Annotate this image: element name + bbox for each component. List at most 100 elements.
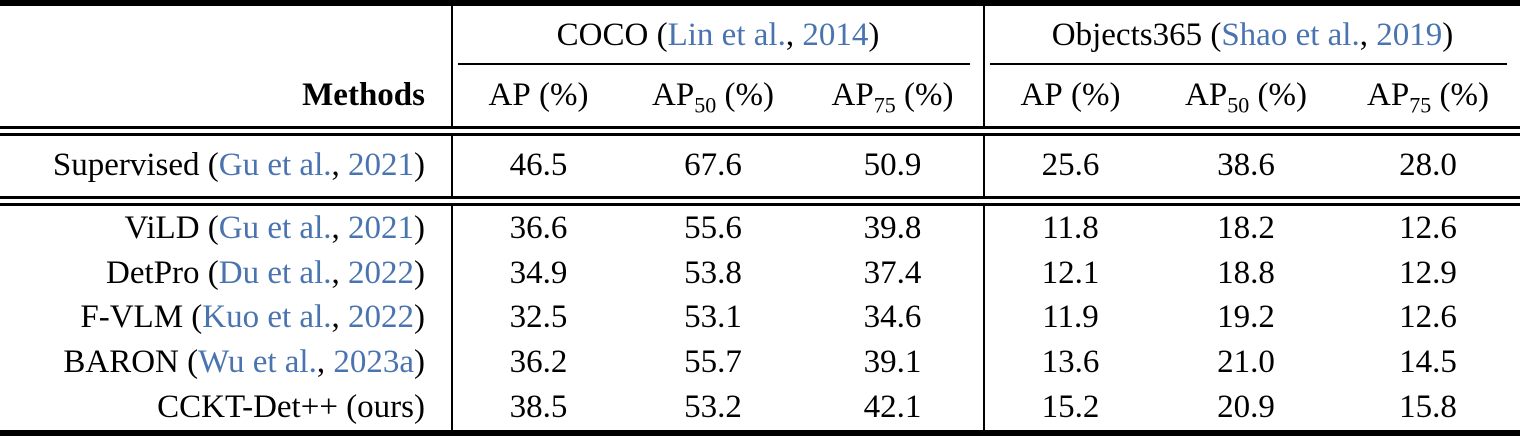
double-rule-row	[0, 126, 1520, 137]
method-name: F-VLM (Kuo et al., 2022)	[0, 295, 452, 340]
cell-o365-ap75: 12.9	[1399, 254, 1457, 291]
cell-coco-ap: 34.9	[451, 250, 624, 296]
citation-link-shao-2019[interactable]: Shao et al.	[1221, 17, 1360, 54]
double-rule	[0, 126, 1520, 137]
cell-coco-ap: 46.5	[451, 136, 624, 196]
group-coco-prefix: COCO (	[556, 17, 668, 54]
cell-coco-ap50: 53.2	[684, 389, 742, 426]
metric-base: AP	[1020, 77, 1063, 114]
method-label-prefix: ViLD (	[124, 209, 219, 246]
cell-coco-ap75: 42.1	[863, 389, 922, 426]
cell-coco-ap75: 34.6	[863, 299, 922, 336]
citation-separator: ,	[331, 209, 348, 246]
cell-coco-ap75: 50.9	[863, 147, 922, 184]
cell-coco-ap50: 55.6	[684, 209, 742, 246]
method-name: CCKT-Det++ (ours)	[0, 385, 452, 430]
table-row-vild: ViLD (Gu et al., 2021) 36.6 55.6 39.8 11…	[0, 205, 1520, 251]
column-header-coco-ap: AP (%)	[451, 65, 624, 127]
table-row-detpro: DetPro (Du et al., 2022) 34.9 53.8 37.4 …	[0, 250, 1520, 296]
method-label-suffix: )	[414, 254, 425, 291]
cell-o365-ap: 12.1	[983, 250, 1156, 296]
metric-base: AP	[1367, 77, 1410, 114]
method-name: ViLD (Gu et al., 2021)	[0, 206, 452, 251]
group-o365-suffix: )	[1442, 17, 1454, 54]
citation-link[interactable]: Kuo et al.	[202, 299, 332, 336]
citation-separator: ,	[331, 254, 348, 291]
method-label-prefix: DetPro (	[106, 254, 219, 291]
citation-year-link-2019[interactable]: 2019	[1376, 17, 1443, 54]
metric-unit: (%)	[1249, 77, 1307, 114]
cell-o365-ap50: 19.2	[1217, 299, 1275, 336]
method-label-prefix: CCKT-Det++ (ours)	[157, 389, 425, 426]
citation-separator: ,	[785, 17, 803, 54]
metric-base: AP	[488, 77, 531, 114]
citation-link-lin-2014[interactable]: Lin et al.	[667, 17, 786, 54]
metric-unit: (%)	[716, 77, 774, 114]
results-table: COCO (Lin et al., 2014) Objects365 (Shao…	[0, 6, 1520, 430]
metric-subscript: 50	[1227, 92, 1250, 118]
empty-corner-cell	[0, 6, 452, 65]
column-header-o365-ap50: AP50 (%)	[1156, 65, 1336, 126]
cell-o365-ap75: 15.8	[1399, 389, 1457, 426]
metric-subscript: 75	[873, 92, 896, 118]
citation-year-link[interactable]: 2023a	[333, 344, 414, 381]
cmidrule-coco	[458, 63, 970, 66]
cell-coco-ap75: 39.1	[863, 344, 922, 381]
method-label-prefix: Supervised (	[52, 147, 219, 184]
column-header-o365-ap: AP (%)	[983, 65, 1156, 127]
methods-column-header: Methods	[302, 77, 425, 114]
metric-subscript: 50	[694, 92, 717, 118]
citation-separator: ,	[331, 147, 348, 184]
method-label-prefix: F-VLM (	[80, 299, 203, 336]
cell-o365-ap50: 38.6	[1217, 147, 1275, 184]
method-label-suffix: )	[414, 147, 425, 184]
citation-link[interactable]: Du et al.	[218, 254, 332, 291]
metric-unit: (%)	[1431, 77, 1489, 114]
column-header-coco-ap75: AP75 (%)	[802, 65, 984, 126]
cell-coco-ap50: 67.6	[684, 147, 742, 184]
citation-year-link[interactable]: 2021	[348, 209, 414, 246]
column-header-coco-ap50: AP50 (%)	[624, 65, 802, 126]
cell-coco-ap: 36.6	[451, 205, 624, 251]
cell-o365-ap: 15.2	[983, 385, 1156, 430]
group-coco-suffix: )	[868, 17, 880, 54]
cell-o365-ap50: 20.9	[1217, 389, 1275, 426]
cell-coco-ap50: 53.8	[684, 254, 742, 291]
citation-year-link[interactable]: 2022	[348, 254, 414, 291]
table-row-cckt-det: CCKT-Det++ (ours) 38.5 53.2 42.1 15.2 20…	[0, 385, 1520, 430]
citation-year-link[interactable]: 2022	[348, 299, 414, 336]
citation-link[interactable]: Gu et al.	[218, 209, 332, 246]
cell-coco-ap: 36.2	[451, 340, 624, 386]
cell-o365-ap75: 12.6	[1399, 299, 1457, 336]
citation-separator: ,	[1359, 17, 1377, 54]
group-header-objects365: Objects365 (Shao et al., 2019)	[982, 6, 1520, 66]
cell-o365-ap: 13.6	[983, 340, 1156, 386]
cell-o365-ap: 25.6	[983, 136, 1156, 196]
cell-o365-ap50: 21.0	[1217, 344, 1275, 381]
method-name: Supervised (Gu et al., 2021)	[0, 136, 452, 195]
citation-link[interactable]: Gu et al.	[218, 147, 332, 184]
cell-coco-ap75: 37.4	[863, 254, 922, 291]
method-name: BARON (Wu et al., 2023a)	[0, 340, 452, 385]
method-label-suffix: )	[414, 344, 425, 381]
method-label-suffix: )	[414, 209, 425, 246]
citation-year-link-2014[interactable]: 2014	[802, 17, 869, 54]
metric-base: AP	[652, 77, 695, 114]
group-o365-prefix: Objects365 (	[1051, 17, 1222, 54]
double-rule	[0, 195, 1520, 206]
double-rule-row	[0, 195, 1520, 206]
metric-unit: (%)	[530, 77, 589, 114]
citation-year-link[interactable]: 2021	[348, 147, 414, 184]
metric-base: AP	[831, 77, 874, 114]
method-label-suffix: )	[414, 299, 425, 336]
method-name: DetPro (Du et al., 2022)	[0, 251, 452, 296]
cell-o365-ap75: 12.6	[1399, 209, 1457, 246]
cell-coco-ap50: 55.7	[684, 344, 742, 381]
cell-o365-ap50: 18.2	[1217, 209, 1275, 246]
citation-separator: ,	[316, 344, 334, 381]
citation-link[interactable]: Wu et al.	[198, 344, 317, 381]
cell-o365-ap: 11.9	[983, 295, 1156, 341]
cell-coco-ap: 32.5	[451, 295, 624, 341]
cell-o365-ap50: 18.8	[1217, 254, 1275, 291]
